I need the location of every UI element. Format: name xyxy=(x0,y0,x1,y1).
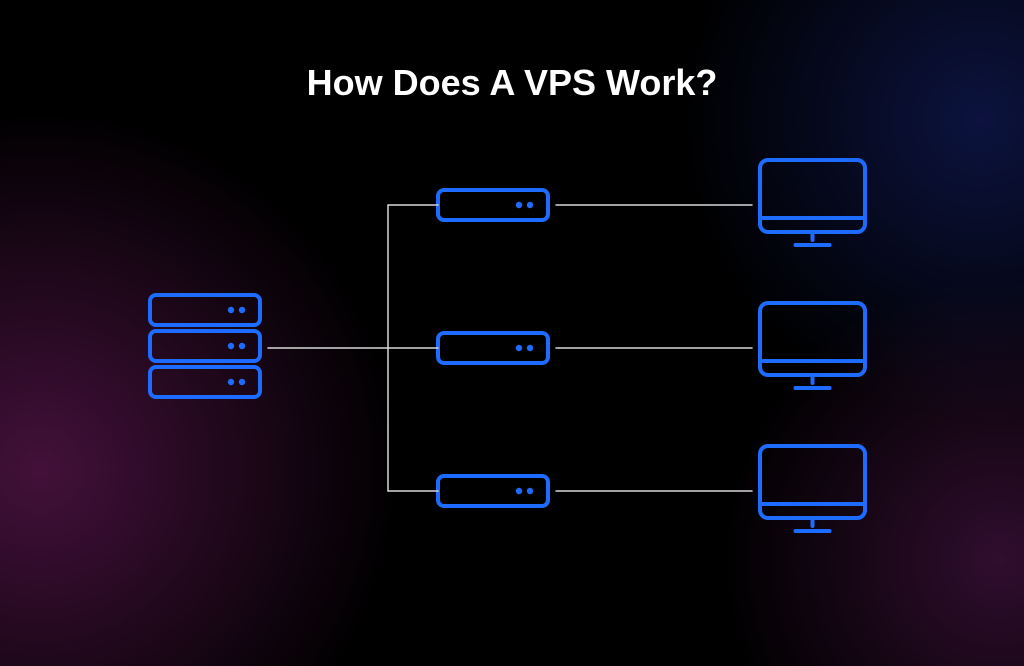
monitor-icon xyxy=(760,446,865,531)
connector-lines xyxy=(268,205,752,491)
vps-unit-icon xyxy=(438,333,548,363)
page-title: How Does A VPS Work? xyxy=(0,62,1024,104)
monitor-icon xyxy=(760,160,865,245)
server-stack-icon xyxy=(150,295,260,397)
monitor-icon xyxy=(760,303,865,388)
vps-unit-icon xyxy=(438,190,548,220)
vps-unit-icon xyxy=(438,476,548,506)
